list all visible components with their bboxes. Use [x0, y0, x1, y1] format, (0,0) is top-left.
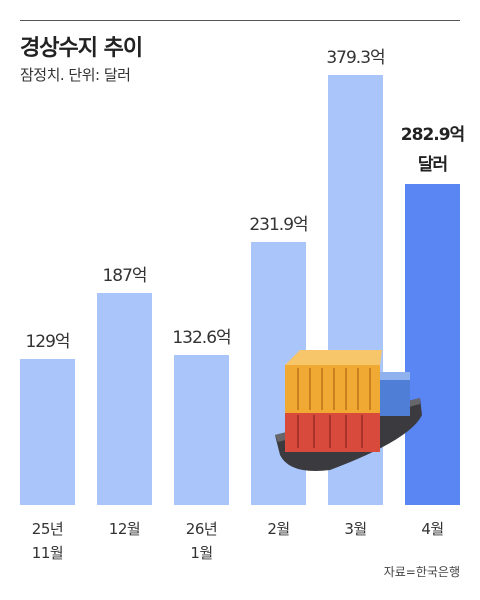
source-note: 자료=한국은행 [383, 565, 460, 579]
bar [97, 293, 152, 505]
value-label: 379.3억 [326, 48, 385, 68]
bar [405, 184, 460, 505]
x-tick-label: 2월 [267, 520, 290, 538]
bar [20, 358, 75, 505]
value-label: 231.9억 [249, 215, 308, 236]
chart-subtitle: 잠정치. 단위: 달러 [20, 66, 131, 84]
chart-title: 경상수지 추이 [20, 36, 143, 61]
value-label: 282.9억 달러 [400, 125, 465, 176]
x-tick-label: 3월 [344, 520, 367, 538]
x-tick-label: 26년 1월 [185, 520, 218, 562]
top-rule [20, 20, 460, 21]
bar [174, 354, 229, 505]
x-tick-label: 25년 11월 [31, 520, 64, 562]
value-label: 132.6억 [172, 327, 231, 348]
value-label: 129억 [25, 331, 70, 352]
x-tick-label: 12월 [108, 520, 141, 538]
ship-illustration [275, 350, 422, 471]
x-tick-label: 4월 [421, 520, 444, 538]
value-label: 187억 [102, 266, 147, 286]
